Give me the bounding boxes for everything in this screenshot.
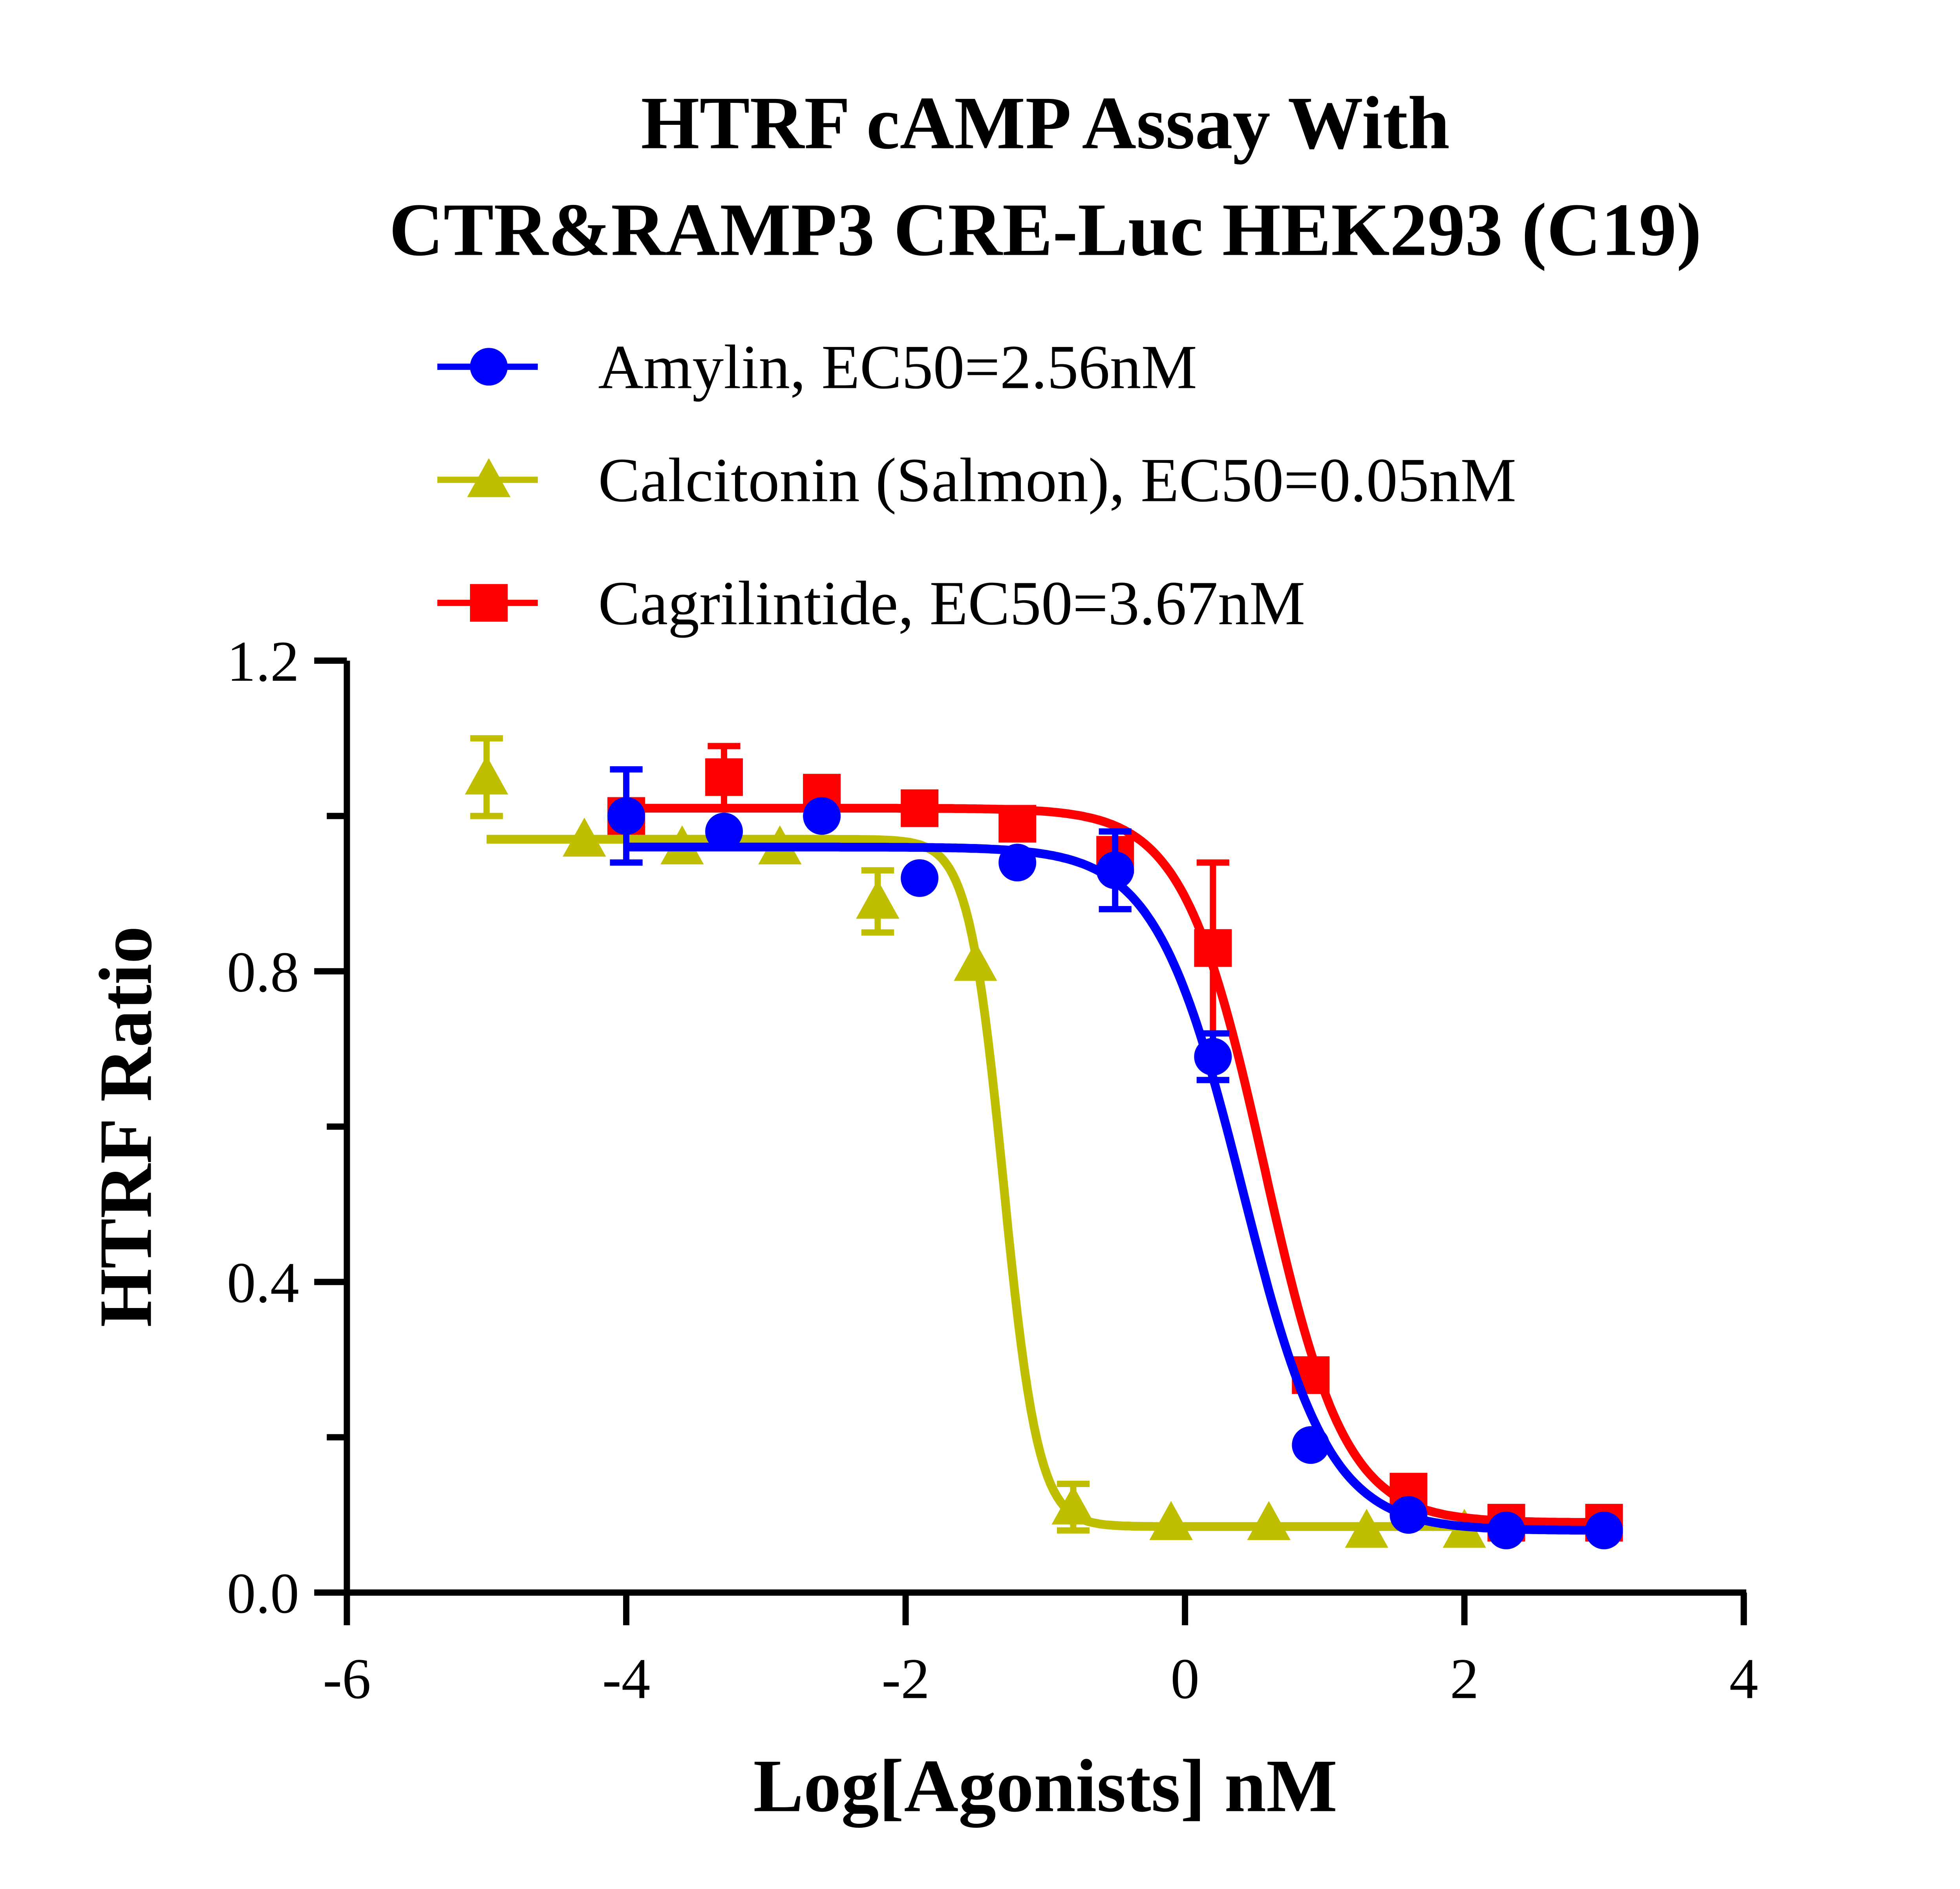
legend-item: Calcitonin (Salmon), EC50=0.05nM [437, 445, 1516, 515]
x-axis-label: Log[Agonists] nM [753, 1744, 1338, 1828]
x-tick-label: 2 [1450, 1647, 1479, 1711]
fit-curve [626, 842, 1604, 1535]
x-tick-label: 0 [1170, 1647, 1199, 1711]
legend-item: Cagrilintide, EC50=3.67nM [437, 568, 1305, 638]
data-point-triangle [1247, 1501, 1291, 1540]
data-point-square [705, 758, 743, 796]
data-point-circle [1096, 851, 1134, 890]
data-point-triangle [1345, 1509, 1388, 1548]
data-point-triangle [856, 880, 900, 919]
y-tick-label: 1.2 [227, 629, 299, 693]
legend-label: Cagrilintide, EC50=3.67nM [598, 568, 1305, 638]
data-point-square [998, 805, 1037, 843]
x-tick-label: -4 [602, 1647, 651, 1711]
data-point-circle [1487, 1511, 1525, 1549]
data-point-triangle [1149, 1501, 1193, 1540]
y-tick-label: 0.8 [227, 940, 299, 1004]
data-point-triangle [1051, 1485, 1095, 1525]
legend: Amylin, EC50=2.56nM Calcitonin (Salmon), … [437, 332, 1516, 638]
data-point-triangle [465, 755, 508, 795]
data-point-circle [901, 859, 939, 897]
legend-item: Amylin, EC50=2.56nM [437, 332, 1197, 402]
y-axis-label: HTRF Ratio [84, 926, 167, 1327]
y-tick-label: 0.0 [227, 1561, 299, 1625]
legend-label: Calcitonin (Salmon), EC50=0.05nM [598, 445, 1516, 515]
fit-curve [626, 804, 1604, 1527]
y-tick-label: 0.4 [227, 1251, 299, 1315]
data-point-circle [607, 797, 645, 835]
data-point-circle [1585, 1511, 1623, 1549]
x-tick-label: -6 [323, 1647, 371, 1711]
data-point-triangle [563, 817, 606, 857]
axes: -6 -4 -2 0 2 4 0.0 0.4 0.8 1.2 [227, 629, 1758, 1711]
data-point-circle [998, 844, 1037, 882]
data-point-square [1194, 929, 1232, 967]
data-point-circle [470, 348, 508, 386]
data-point-triangle [467, 458, 511, 497]
data-point-square [901, 789, 939, 827]
x-tick-label: 4 [1729, 1647, 1758, 1711]
data-point-circle [1292, 1426, 1330, 1464]
series-circle [607, 766, 1623, 1549]
x-tick-label: -2 [881, 1647, 930, 1711]
data-point-square [470, 584, 508, 622]
data-point-circle [1390, 1496, 1428, 1534]
data-point-triangle [954, 942, 997, 981]
data-point-circle [705, 813, 743, 851]
plot-area [465, 735, 1623, 1549]
chart-title-line-1: HTRF cAMP Assay With [641, 81, 1450, 165]
data-point-circle [803, 797, 841, 835]
chart-title-line-2: CTR&RAMP3 CRE-Luc HEK293 (C19) [389, 188, 1702, 271]
legend-label: Amylin, EC50=2.56nM [598, 332, 1197, 402]
data-point-circle [1194, 1038, 1232, 1076]
